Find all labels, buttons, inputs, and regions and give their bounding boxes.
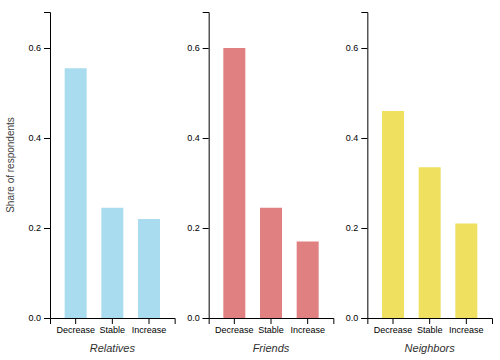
tick: Stable [417,318,443,335]
tick-label: 0.2 [187,223,200,233]
tick-label: Stable [100,325,126,335]
bars [382,111,477,318]
tick-mark [466,318,467,324]
tick: 0.0 [28,313,50,323]
tick-label: 0.4 [187,133,200,143]
tick: Decrease [215,318,254,335]
tick-mark [361,48,367,49]
tick: 0.2 [346,223,368,233]
tick-label: Increase [290,325,325,335]
tick-mark [203,318,209,319]
tick: 0.6 [28,43,50,53]
axis-line [368,319,493,325]
tick-mark [75,318,76,324]
tick-label: 0.6 [187,43,200,53]
tick: Increase [290,318,325,335]
chart: 0.0 0.2 0.4 0.6 Decrease Stable Increase Relati… [0,0,500,360]
tick: 0.2 [187,223,209,233]
tick-label: 0.0 [346,313,359,323]
tick: 0.4 [28,133,50,143]
tick-label: 0.4 [346,133,359,143]
tick-label: 0.2 [28,223,41,233]
tick: Stable [100,318,126,335]
tick: Increase [132,318,167,335]
tick-label: 0.6 [28,43,41,53]
axis-line [209,319,334,325]
tick-label: Stable [258,325,284,335]
bar [419,167,441,318]
tick-mark [112,318,113,324]
tick-mark [361,228,367,229]
bar [297,242,319,319]
tick-mark [203,48,209,49]
tick: 0.0 [346,313,368,323]
tick-label: Stable [417,325,443,335]
tick: Stable [258,318,284,335]
tick-mark [44,228,50,229]
tick-mark [361,318,367,319]
bar [260,208,282,318]
tick-label: Increase [449,325,484,335]
tick-label: Decrease [374,325,413,335]
tick-mark [271,318,272,324]
axis-line [51,319,176,325]
tick-mark [234,318,235,324]
tick: Decrease [56,318,95,335]
panel: 0.0 0.2 0.4 0.6 Decrease Stable IncreaseFriend… [187,13,334,355]
tick-label: Increase [132,325,167,335]
panel: 0.0 0.2 0.4 0.6 Decrease Stable Increase Neighb… [346,13,493,355]
bar [138,219,160,318]
tick-mark [307,318,308,324]
tick: 0.4 [346,133,368,143]
tick-mark [44,48,50,49]
axis-title: Relatives [90,342,136,354]
tick-mark [149,318,150,324]
tick: 0.6 [346,43,368,53]
x-axis: Decrease Stable Increase [368,318,493,335]
axis-line [203,13,210,319]
bar [455,224,477,319]
tick-label: 0.4 [28,133,41,143]
tick-label: 0.2 [346,223,359,233]
tick-mark [429,318,430,324]
tick-mark [361,138,367,139]
tick-mark [44,318,50,319]
axis-line [361,13,368,319]
y-axis: 0.0 0.2 0.4 0.6 [187,13,209,324]
bars [223,48,318,318]
bars [65,68,160,318]
axis-title: Friends [253,342,290,354]
bar [382,111,404,318]
panel: 0.0 0.2 0.4 0.6 Decrease Stable Increase Relati… [5,13,175,355]
tick: Decrease [374,318,413,335]
y-axis: 0.0 0.2 0.4 0.6 [346,13,368,324]
tick-mark [393,318,394,324]
tick: 0.4 [187,133,209,143]
axis-title: Neighbors [405,342,456,354]
axis-line [44,13,51,319]
tick-label: 0.0 [28,313,41,323]
tick: 0.0 [187,313,209,323]
tick-label: 0.0 [187,313,200,323]
tick: Increase [449,318,484,335]
tick-mark [203,228,209,229]
bar [101,208,123,318]
tick-label: Decrease [56,325,95,335]
axis-title: Share of respondents [5,117,16,213]
bar [65,68,87,318]
bar [223,48,245,318]
y-axis: 0.0 0.2 0.4 0.6 [28,13,50,324]
tick: 0.6 [187,43,209,53]
x-axis: Decrease Stable Increase [51,318,176,335]
tick: 0.2 [28,223,50,233]
tick-mark [44,138,50,139]
x-axis: Decrease Stable Increase [209,318,334,335]
tick-label: 0.6 [346,43,359,53]
tick-mark [203,138,209,139]
tick-label: Decrease [215,325,254,335]
